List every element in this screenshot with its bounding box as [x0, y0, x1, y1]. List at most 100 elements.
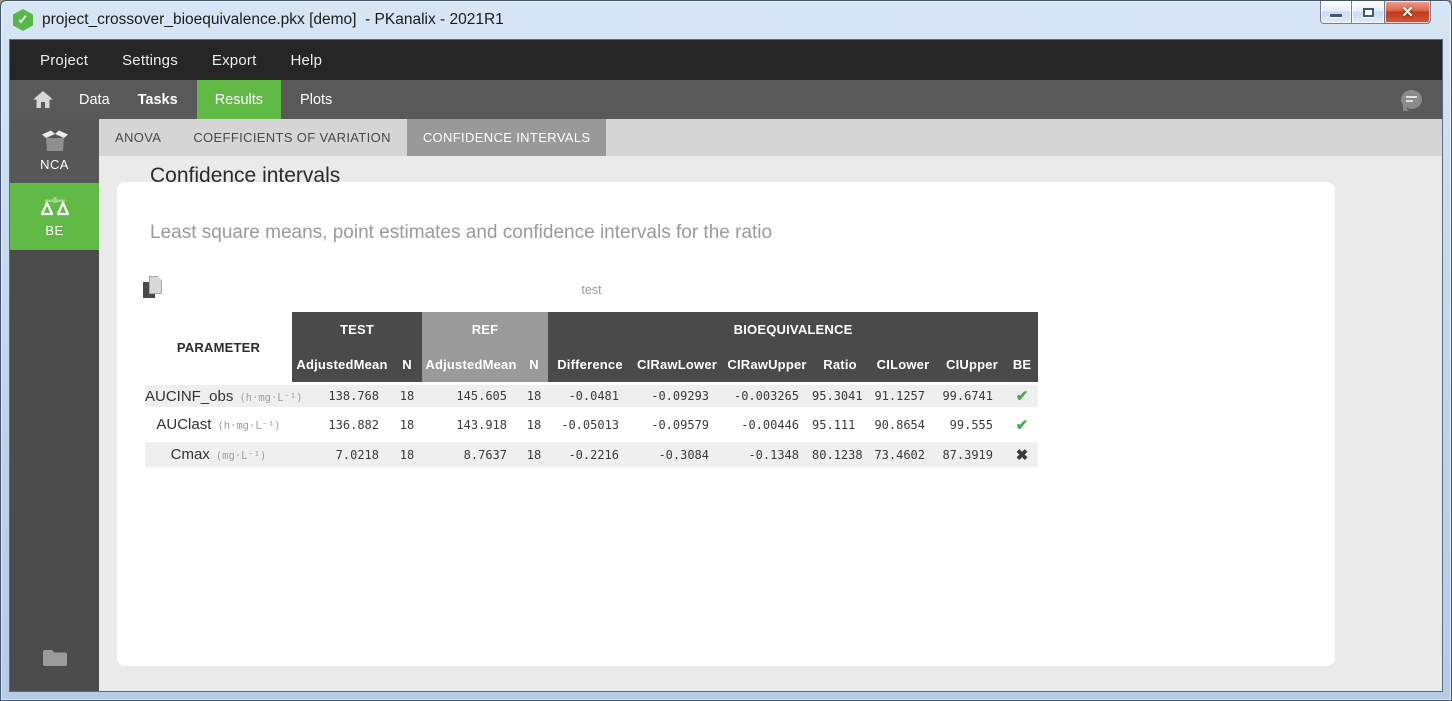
parameter-unit: (h·mg·L⁻¹)	[217, 420, 281, 432]
window-controls: ✕	[1320, 1, 1431, 24]
ci-table: PARAMETER TEST REF BIOEQUIVALENCE Adjust…	[145, 312, 1039, 472]
app-logo-icon: ✓	[13, 9, 33, 31]
group-header-bioequivalence: BIOEQUIVALENCE	[548, 312, 1039, 347]
column-header-ciupper: CIUpper	[938, 347, 1007, 382]
column-header-ratio: Ratio	[812, 347, 869, 382]
test-adjustedmean-cell: 7.0218	[292, 442, 392, 472]
column-header-cirawupper: CIRawUpper	[722, 347, 813, 382]
difference-cell: -0.0481	[548, 382, 633, 412]
cirawupper-cell: -0.00446	[722, 412, 813, 442]
column-header-be: BE	[1006, 347, 1039, 382]
parameter-name: Cmax	[170, 446, 210, 463]
menu-settings[interactable]: Settings	[122, 51, 178, 69]
ref-adjustedmean-cell: 145.605	[422, 382, 520, 412]
table-caption: test	[581, 283, 602, 297]
results-panel: ANOVA COEFFICIENTS OF VARIATION CONFIDEN…	[99, 119, 1442, 691]
confidence-intervals-table: PARAMETER TEST REF BIOEQUIVALENCE Adjust…	[145, 312, 1039, 472]
app-logo-check: ✓	[17, 12, 29, 27]
ref-adjustedmean-cell: 143.918	[422, 412, 520, 442]
column-header-ref-n: N	[520, 347, 549, 382]
table-row: Cmax (mg·L⁻¹) 7.0218 18 8.7637 18 -0.2216…	[145, 442, 1039, 472]
test-adjustedmean-cell: 138.768	[292, 382, 392, 412]
main-tab-bar: Data Tasks Results Plots	[10, 80, 1442, 119]
sidebar-item-nca[interactable]: NCA	[10, 119, 99, 183]
package-box-icon	[41, 130, 68, 151]
home-button[interactable]	[10, 80, 65, 119]
ref-adjustedmean-cell: 8.7637	[422, 442, 520, 472]
title-bar[interactable]: ✓ project_crossover_bioequivalence.pkx […	[1, 1, 1451, 39]
cirawlower-cell: -0.09579	[632, 412, 723, 442]
ciupper-cell: 99.6741	[938, 382, 1007, 412]
tab-results[interactable]: Results	[196, 80, 282, 119]
cilower-cell: 73.4602	[868, 442, 939, 472]
app-shell: Project Settings Export Help Data Tasks …	[9, 39, 1443, 692]
tab-data[interactable]: Data	[79, 91, 110, 108]
sidebar-spacer	[10, 250, 99, 646]
parameter-name: AUClast	[156, 416, 212, 433]
table-row: AUCINF_obs (h·mg·L⁻¹) 138.768 18 145.605 …	[145, 382, 1039, 412]
results-content: Confidence intervals Least square means,…	[99, 156, 1442, 691]
subtab-coefficients-of-variation[interactable]: COEFFICIENTS OF VARIATION	[193, 130, 391, 145]
results-subtab-bar: ANOVA COEFFICIENTS OF VARIATION CONFIDEN…	[99, 119, 1442, 156]
tab-plots[interactable]: Plots	[300, 91, 333, 108]
page-subtitle: Least square means, point estimates and …	[150, 222, 773, 243]
ref-n-cell: 18	[520, 412, 549, 442]
maximize-button[interactable]	[1352, 1, 1384, 24]
close-button[interactable]: ✕	[1384, 1, 1431, 24]
app-body: NCA BE	[10, 119, 1442, 691]
folder-icon	[42, 650, 67, 666]
be-pass-icon: ✔	[1006, 382, 1039, 412]
cirawlower-cell: -0.3084	[632, 442, 723, 472]
speech-bubble-icon	[1401, 90, 1422, 109]
subtab-confidence-intervals[interactable]: CONFIDENCE INTERVALS	[406, 119, 607, 156]
table-row: AUClast (h·mg·L⁻¹) 136.882 18 143.918 18 …	[145, 412, 1039, 442]
cirawlower-cell: -0.09293	[632, 382, 723, 412]
cilower-cell: 91.1257	[868, 382, 939, 412]
maximize-icon	[1362, 7, 1374, 17]
table-subheader-row: AdjustedMean N AdjustedMean N Difference…	[145, 347, 1039, 382]
cirawupper-cell: -0.1348	[722, 442, 813, 472]
group-header-test: TEST	[292, 312, 422, 347]
balance-scale-icon	[40, 196, 69, 215]
ratio-cell: 95.111	[812, 412, 869, 442]
cirawupper-cell: -0.003265	[722, 382, 813, 412]
page-title: Confidence intervals	[150, 164, 341, 187]
minimize-button[interactable]	[1320, 1, 1352, 24]
table-group-header-row: PARAMETER TEST REF BIOEQUIVALENCE	[145, 312, 1039, 382]
copy-icon-front	[149, 276, 162, 294]
test-n-cell: 18	[392, 442, 422, 472]
test-n-cell: 18	[392, 412, 422, 442]
column-header-difference: Difference	[548, 347, 633, 382]
parameter-unit: (h·mg·L⁻¹)	[239, 391, 303, 404]
home-icon	[33, 90, 53, 108]
column-header-cilower: CILower	[868, 347, 939, 382]
tab-tasks[interactable]: Tasks	[137, 91, 178, 108]
project-folder-button[interactable]	[41, 646, 69, 673]
subtab-anova[interactable]: ANOVA	[115, 130, 162, 145]
ciupper-cell: 99.555	[938, 412, 1007, 442]
menu-bar: Project Settings Export Help	[10, 40, 1442, 80]
parameter-cell: AUClast (h·mg·L⁻¹)	[145, 412, 292, 442]
copy-table-button[interactable]	[143, 276, 162, 298]
menu-project[interactable]: Project	[40, 51, 89, 69]
test-adjustedmean-cell: 136.882	[292, 412, 392, 442]
parameter-unit: (mg·L⁻¹)	[215, 450, 267, 462]
minimize-icon	[1330, 13, 1342, 17]
be-pass-icon: ✔	[1006, 412, 1039, 442]
ratio-cell: 95.3041	[812, 382, 869, 412]
speech-bubble-tail	[1403, 105, 1409, 111]
column-header-ref-adjustedmean: AdjustedMean	[422, 347, 520, 382]
group-header-ref: REF	[422, 312, 549, 347]
ratio-cell: 80.1238	[812, 442, 869, 472]
menu-help[interactable]: Help	[290, 51, 323, 69]
sidebar-item-be[interactable]: BE	[10, 183, 99, 250]
difference-cell: -0.2216	[548, 442, 633, 472]
feedback-button[interactable]	[1401, 80, 1422, 119]
menu-export[interactable]: Export	[211, 51, 257, 69]
be-fail-icon: ✖	[1006, 442, 1039, 472]
parameter-cell: AUCINF_obs (h·mg·L⁻¹)	[145, 382, 303, 412]
difference-cell: -0.05013	[548, 412, 633, 442]
sidebar-item-label: NCA	[40, 157, 69, 172]
ref-n-cell: 18	[520, 382, 549, 412]
